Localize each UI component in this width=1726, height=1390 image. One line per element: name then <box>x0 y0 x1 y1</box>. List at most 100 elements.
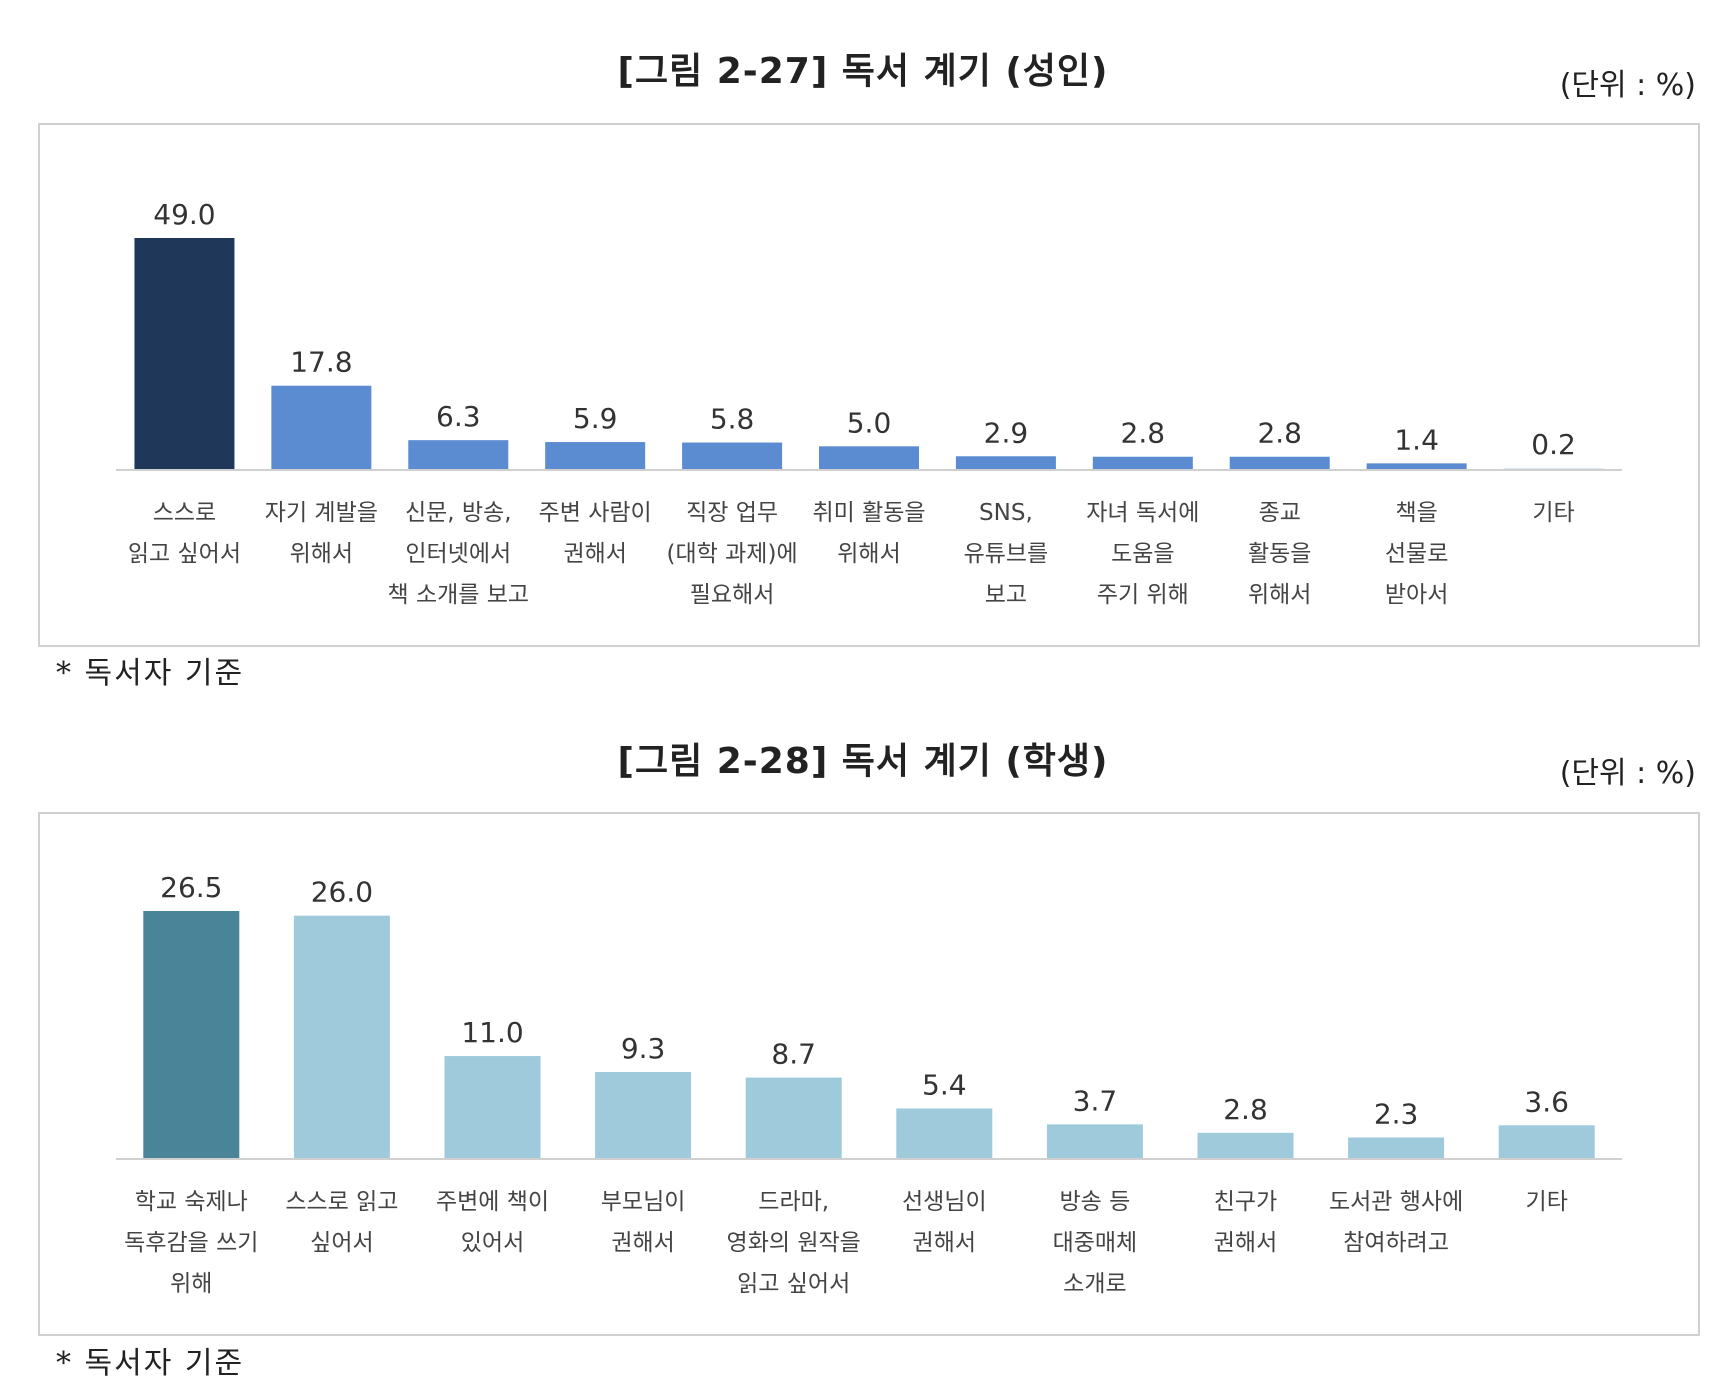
bar-chart-adult: 49.0 스스로 읽고 싶어서 17.8 자기 계발을 위해서 6.3 신문, 방송, 인터넷에… <box>116 198 1622 608</box>
data-label: 49.0 <box>153 198 215 231</box>
data-label: 1.4 <box>1394 423 1439 456</box>
category-label-line: 대중매체 <box>1053 1230 1138 1256</box>
category-label-line: 인터넷에서 <box>405 541 511 567</box>
category-label: 친구가 권해서 <box>1214 1189 1277 1256</box>
category-label-line: 참여하려고 <box>1343 1230 1449 1256</box>
data-label: 17.8 <box>290 346 352 379</box>
chart-title: [그림 2-27] 독서 계기 (성인) <box>617 51 1109 92</box>
category-label-line: 기타 <box>1526 1189 1568 1215</box>
category-label: 취미 활동을 위해서 <box>812 500 925 567</box>
category-label-line: 권해서 <box>611 1230 674 1256</box>
bar <box>595 1071 692 1159</box>
category-label: 신문, 방송, 인터넷에서 책 소개를 보고 <box>387 500 529 608</box>
category-label-line: 영화의 원작을 <box>727 1230 861 1256</box>
data-label: 3.6 <box>1524 1085 1569 1118</box>
bar <box>682 442 783 470</box>
data-label: 26.0 <box>311 876 373 909</box>
category-label-line: 책을 <box>1395 500 1437 526</box>
category-label-line: 위해서 <box>837 541 900 567</box>
category-label-line: 보고 <box>985 582 1027 608</box>
bar <box>896 1108 993 1159</box>
data-label: 26.5 <box>160 871 222 904</box>
category-label-line: 도움을 <box>1111 541 1174 567</box>
bar <box>1348 1137 1445 1159</box>
category-label: 주변에 책이 있어서 <box>436 1189 549 1256</box>
bar <box>408 440 509 470</box>
bar <box>1366 463 1467 470</box>
data-label: 5.4 <box>922 1068 967 1101</box>
footnote: * 독서자 기준 <box>56 656 245 691</box>
category-label-line: 독후감을 쓰기 <box>124 1230 258 1256</box>
category-label-line: 선생님이 <box>902 1189 987 1215</box>
bar <box>1092 456 1193 470</box>
data-label: 11.0 <box>461 1016 523 1049</box>
category-label-line: 위해 <box>170 1271 212 1297</box>
category-label-line: 권해서 <box>913 1230 976 1256</box>
category-label-line: 주변에 책이 <box>436 1189 549 1215</box>
category-label-line: 자기 계발을 <box>265 500 378 526</box>
bar <box>271 385 372 470</box>
category-label-line: 부모님이 <box>601 1189 686 1215</box>
category-label: 주변 사람이 권해서 <box>539 500 652 567</box>
category-label-line: 권해서 <box>563 541 626 567</box>
unit-label: (단위 : %) <box>1559 68 1696 103</box>
category-label-line: 싶어서 <box>310 1230 373 1256</box>
data-label: 2.9 <box>984 416 1029 449</box>
category-label-line: 직장 업무 <box>686 500 778 526</box>
data-label: 8.7 <box>771 1038 816 1071</box>
category-label-line: 소개로 <box>1063 1271 1126 1297</box>
category-label-line: 자녀 독서에 <box>1086 500 1199 526</box>
bar <box>955 456 1056 470</box>
category-label-line: 선물로 <box>1385 541 1448 567</box>
footnote: * 독서자 기준 <box>56 1346 245 1381</box>
category-label-line: 필요해서 <box>690 582 775 608</box>
category-label: 책을 선물로 받아서 <box>1385 500 1448 608</box>
bar <box>1229 456 1330 470</box>
bar <box>1498 1125 1595 1159</box>
data-label: 5.0 <box>847 406 892 439</box>
category-label-line: 활동을 <box>1248 541 1311 567</box>
category-label-line: 위해서 <box>1248 582 1311 608</box>
category-label-line: 읽고 싶어서 <box>737 1271 850 1297</box>
bar <box>134 238 235 470</box>
category-label: 스스로 읽고 싶어서 <box>128 500 241 567</box>
category-label-line: 드라마, <box>758 1189 829 1215</box>
bar <box>1046 1124 1143 1159</box>
chart-frame: 49.0 스스로 읽고 싶어서 17.8 자기 계발을 위해서 6.3 신문, 방송, 인터넷에… <box>38 123 1700 647</box>
bar <box>745 1077 842 1159</box>
data-label: 2.8 <box>1223 1093 1268 1126</box>
category-label-line: 위해서 <box>290 541 353 567</box>
category-label-line: 주기 위해 <box>1097 582 1189 608</box>
category-label-line: 신문, 방송, <box>405 500 512 526</box>
category-label-line: 권해서 <box>1214 1230 1277 1256</box>
unit-label: (단위 : %) <box>1559 756 1696 791</box>
category-label-line: 방송 등 <box>1060 1189 1131 1215</box>
data-label: 9.3 <box>621 1032 666 1065</box>
category-label-line: 기타 <box>1532 500 1574 526</box>
category-label-line: SNS, <box>979 500 1033 526</box>
category-label-line: (대학 과제)에 <box>667 541 798 567</box>
bar <box>1197 1132 1294 1159</box>
category-label-line: 도서관 행사에 <box>1329 1189 1463 1215</box>
category-label-line: 스스로 <box>153 500 216 526</box>
category-label-line: 종교 <box>1259 500 1301 526</box>
category-label-line: 학교 숙제나 <box>135 1189 248 1215</box>
category-label: 기타 <box>1532 500 1574 526</box>
category-label-line: 스스로 읽고 <box>285 1189 398 1215</box>
bar <box>819 446 919 470</box>
data-label: 2.3 <box>1374 1097 1419 1130</box>
category-label-line: 유튜브를 <box>964 541 1049 567</box>
